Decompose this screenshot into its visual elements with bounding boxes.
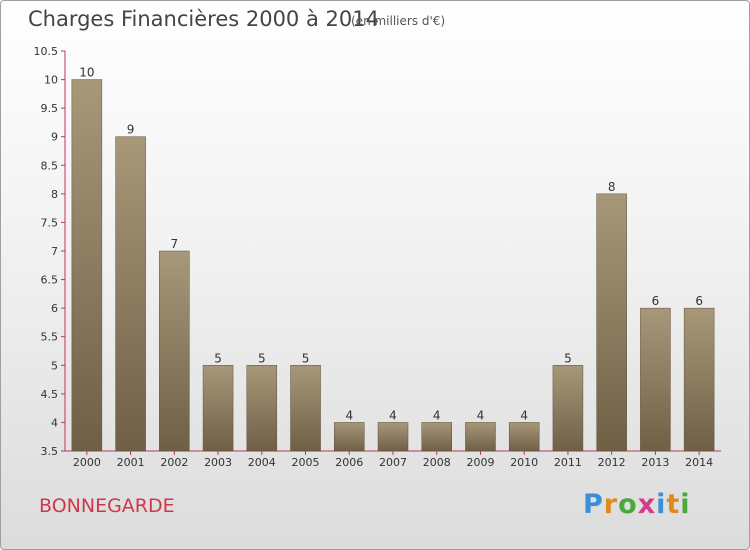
data-label: 5	[258, 351, 266, 365]
data-label: 7	[171, 237, 179, 251]
bar	[596, 193, 627, 452]
bar	[465, 422, 496, 452]
data-label: 5	[302, 351, 310, 365]
logo-letter: x	[637, 489, 657, 520]
commune-name: BONNEGARDE	[39, 495, 175, 517]
proxiti-logo: Proxiti	[583, 489, 691, 520]
logo-letter: r	[603, 489, 619, 520]
bar	[71, 79, 103, 452]
data-label: 9	[127, 123, 135, 137]
y-tick-label: 3.5	[41, 445, 59, 458]
x-tick-label: 2011	[554, 456, 582, 469]
logo-letter: o	[618, 489, 638, 520]
bar	[508, 422, 540, 452]
x-tick-label: 2009	[466, 456, 494, 469]
x-tick-label: 2008	[423, 456, 451, 469]
y-tick-label: 6	[51, 302, 58, 315]
data-label: 10	[79, 66, 94, 80]
bar	[290, 365, 321, 452]
x-tick-label: 2014	[685, 456, 713, 469]
x-tick-label: 2007	[379, 456, 407, 469]
data-label: 6	[695, 294, 703, 308]
data-label: 8	[608, 180, 616, 194]
x-tick-label: 2003	[204, 456, 232, 469]
data-label: 4	[389, 408, 397, 422]
data-label: 4	[345, 408, 353, 422]
data-label: 6	[652, 294, 660, 308]
chart-title: Charges Financières 2000 à 2014	[28, 7, 379, 31]
bar	[683, 307, 715, 452]
logo-letter: t	[666, 489, 681, 520]
data-label: 5	[214, 351, 222, 365]
x-tick-label: 2013	[641, 456, 669, 469]
y-tick-label: 10	[44, 74, 58, 87]
bar	[421, 422, 452, 452]
y-tick-label: 8.5	[41, 159, 59, 172]
bar	[334, 422, 365, 452]
y-tick-label: 7.5	[41, 216, 59, 229]
bar	[246, 365, 278, 452]
x-tick-label: 2005	[292, 456, 320, 469]
bar	[115, 136, 146, 452]
y-tick-label: 7	[51, 245, 58, 258]
x-tick-label: 2012	[598, 456, 626, 469]
logo-letter: P	[583, 489, 604, 520]
x-tick-label: 2006	[335, 456, 363, 469]
y-tick-label: 5.5	[41, 331, 59, 344]
bar	[377, 422, 409, 452]
y-tick-label: 4.5	[41, 388, 59, 401]
y-tick-label: 9.5	[41, 102, 59, 115]
y-tick-label: 9	[51, 131, 58, 144]
chart-subtitle: (en milliers d'€)	[351, 14, 446, 28]
data-label: 4	[433, 408, 441, 422]
x-tick-label: 2000	[73, 456, 101, 469]
x-tick-label: 2010	[510, 456, 538, 469]
y-tick-label: 10.5	[34, 45, 59, 58]
data-label: 5	[564, 351, 572, 365]
x-tick-label: 2004	[248, 456, 276, 469]
logo-letter: i	[656, 489, 667, 520]
x-tick-label: 2001	[117, 456, 145, 469]
bar	[159, 250, 190, 452]
y-tick-label: 5	[51, 359, 58, 372]
y-tick-label: 8	[51, 188, 58, 201]
bar	[202, 365, 234, 452]
bar	[552, 365, 584, 452]
y-tick-label: 6.5	[41, 274, 59, 287]
data-label: 4	[520, 408, 528, 422]
logo-letter: i	[680, 489, 691, 520]
y-tick-label: 4	[51, 416, 58, 429]
bar	[640, 307, 671, 452]
x-tick-label: 2002	[160, 456, 188, 469]
data-label: 4	[477, 408, 485, 422]
